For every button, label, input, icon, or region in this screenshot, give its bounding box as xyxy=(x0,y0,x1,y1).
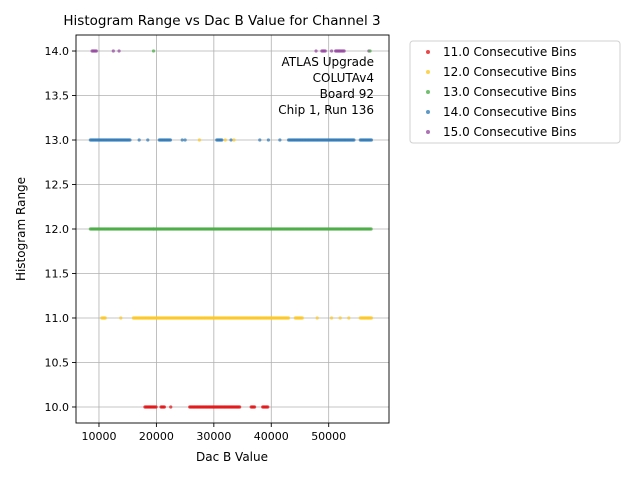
y-tick-label: 12.0 xyxy=(45,223,70,236)
data-point xyxy=(253,405,257,409)
legend-marker xyxy=(426,70,430,74)
data-point xyxy=(315,316,319,320)
legend-entry: 13.0 Consecutive Bins xyxy=(443,85,576,99)
data-point xyxy=(183,138,187,142)
data-point xyxy=(169,405,173,409)
legend-entry: 11.0 Consecutive Bins xyxy=(443,45,576,59)
y-tick-label: 10.0 xyxy=(45,401,70,414)
data-point xyxy=(162,405,167,409)
x-axis-label: Dac B Value xyxy=(196,450,268,464)
annotation-line: Chip 1, Run 136 xyxy=(278,103,374,117)
y-tick-label: 10.5 xyxy=(45,356,70,369)
series-3 xyxy=(88,227,373,231)
data-point xyxy=(137,138,141,142)
x-tick-label: 20000 xyxy=(139,430,174,443)
annotation-line: COLUTAv4 xyxy=(313,71,374,85)
overlay-points-14 xyxy=(151,49,372,53)
y-tick-label: 14.0 xyxy=(45,45,70,58)
legend: 11.0 Consecutive Bins 12.0 Consecutive Bi… xyxy=(409,40,621,144)
annotation-line: Board 92 xyxy=(320,87,374,101)
data-point xyxy=(368,49,372,53)
data-point xyxy=(300,316,304,320)
y-tick-label: 13.5 xyxy=(45,90,70,103)
data-point xyxy=(369,316,374,320)
data-point xyxy=(232,138,236,142)
data-point xyxy=(119,316,123,320)
data-point xyxy=(347,316,351,320)
legend-marker xyxy=(426,110,430,114)
data-point xyxy=(338,316,342,320)
y-tick-label: 11.5 xyxy=(45,267,70,280)
y-tick-label: 13.0 xyxy=(45,134,70,147)
run-annotation: ATLAS Upgrade COLUTAv4 Board 92 Chip 1, Run… xyxy=(278,55,374,117)
x-tick-label: 30000 xyxy=(196,430,231,443)
data-point xyxy=(323,49,327,53)
data-point xyxy=(111,49,115,53)
overlay-points-13 xyxy=(197,138,236,142)
data-point xyxy=(180,138,184,142)
series-4 xyxy=(88,138,374,142)
data-point xyxy=(197,138,202,142)
data-point xyxy=(258,138,262,142)
data-point xyxy=(168,138,173,142)
annotation-line: ATLAS Upgrade xyxy=(281,55,374,69)
data-point xyxy=(220,138,224,142)
legend-entry: 14.0 Consecutive Bins xyxy=(443,105,576,119)
data-point xyxy=(352,138,356,142)
data-point xyxy=(238,405,242,409)
data-point xyxy=(266,138,270,142)
x-tick-label: 50000 xyxy=(311,430,346,443)
x-tick-label: 10000 xyxy=(81,430,116,443)
x-tick-label: 40000 xyxy=(254,430,289,443)
data-point xyxy=(229,138,233,142)
data-point xyxy=(154,405,158,409)
series-1 xyxy=(143,405,270,409)
data-point xyxy=(128,138,132,142)
legend-entry: 15.0 Consecutive Bins xyxy=(443,125,576,139)
data-point xyxy=(94,49,98,53)
chart-title: Histogram Range vs Dac B Value for Chann… xyxy=(63,13,380,29)
legend-marker xyxy=(426,50,430,54)
series-2 xyxy=(100,316,374,320)
data-point xyxy=(103,316,107,320)
data-point xyxy=(146,138,150,142)
y-tick-label: 11.0 xyxy=(45,312,70,325)
legend-box xyxy=(409,40,621,144)
legend-marker xyxy=(426,130,430,134)
data-point xyxy=(117,49,121,53)
series-5 xyxy=(90,49,371,53)
data-point xyxy=(314,49,318,53)
data-point xyxy=(151,227,156,231)
data-point xyxy=(369,227,373,231)
data-point xyxy=(151,49,156,53)
data-point xyxy=(329,49,334,53)
data-point xyxy=(329,316,334,320)
y-tick-label: 12.5 xyxy=(45,179,70,192)
legend-entry: 12.0 Consecutive Bins xyxy=(443,65,576,79)
data-point xyxy=(223,138,227,142)
data-point xyxy=(342,49,346,53)
data-point xyxy=(286,316,291,320)
data-point xyxy=(266,405,270,409)
legend-marker xyxy=(426,90,430,94)
plot-area: 10000 20000 30000 40000 50000 10.0 10.5 11.0 11.… xyxy=(45,34,390,443)
data-point xyxy=(369,138,374,142)
data-point xyxy=(278,138,282,142)
y-axis-label: Histogram Range xyxy=(14,177,28,281)
